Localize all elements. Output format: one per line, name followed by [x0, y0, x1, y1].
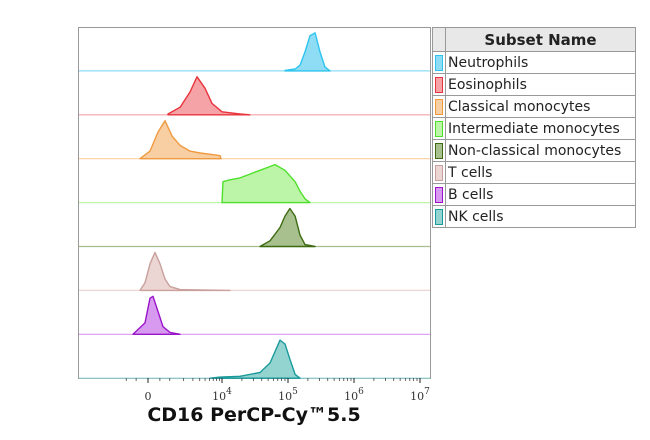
legend-swatch — [435, 208, 443, 225]
legend-table: Subset Name Neutrophils Eosinophils Classi… — [432, 27, 636, 228]
legend-swatch-cell — [432, 139, 446, 162]
x-tick-label: 106 — [344, 387, 364, 403]
legend-label: Classical monocytes — [445, 95, 636, 118]
histogram-curve — [132, 295, 181, 335]
legend-label: Intermediate monocytes — [445, 117, 636, 140]
x-tick-label: 104 — [212, 387, 232, 403]
series-classical-monocytes — [79, 120, 430, 160]
legend-label: Non-classical monocytes — [445, 139, 636, 162]
legend-swatch-cell — [432, 51, 446, 74]
series-eosinophils — [79, 76, 430, 116]
legend-swatch — [435, 120, 443, 137]
histogram-curve — [139, 120, 222, 160]
legend-swatch-cell — [432, 205, 446, 228]
legend-label: Neutrophils — [445, 51, 636, 74]
legend-swatch — [435, 98, 443, 115]
x-axis-label: CD16 PerCP-Cy™5.5 — [147, 404, 361, 426]
legend-header-spacer — [432, 27, 446, 52]
series-neutrophils — [79, 32, 430, 72]
x-tick-label: 107 — [410, 387, 430, 403]
histogram-curve — [221, 163, 311, 204]
legend-row: Neutrophils — [432, 51, 636, 74]
series-nk-cells — [79, 339, 430, 379]
histogram-curve — [284, 32, 331, 72]
series-b-cells — [79, 295, 430, 335]
x-tick-label: 105 — [278, 387, 298, 403]
legend-title: Subset Name — [445, 27, 636, 52]
x-tick-label: 0 — [145, 390, 152, 403]
series-intermediate-monocytes — [79, 163, 430, 204]
legend-swatch — [435, 54, 443, 71]
legend-row: Classical monocytes — [432, 95, 636, 118]
legend-row: NK cells — [432, 205, 636, 228]
legend-swatch — [435, 186, 443, 203]
legend-swatch — [435, 142, 443, 159]
legend-label: Eosinophils — [445, 73, 636, 96]
legend-label: B cells — [445, 183, 636, 206]
legend-row: Eosinophils — [432, 73, 636, 96]
legend-row: T cells — [432, 161, 636, 184]
legend-row: Intermediate monocytes — [432, 117, 636, 140]
legend-swatch-cell — [432, 183, 446, 206]
histogram-curve — [259, 207, 316, 248]
legend-label: T cells — [445, 161, 636, 184]
histogram-curve — [167, 76, 251, 116]
histogram-curve — [139, 251, 231, 292]
legend-swatch-cell — [432, 161, 446, 184]
series-non-classical-monocytes — [79, 207, 430, 248]
legend-swatch-cell — [432, 73, 446, 96]
legend-swatch-cell — [432, 117, 446, 140]
series-t-cells — [79, 251, 430, 292]
legend-swatch — [435, 164, 443, 181]
histogram-curve — [209, 339, 301, 379]
legend-row: B cells — [432, 183, 636, 206]
legend-swatch — [435, 76, 443, 93]
legend-label: NK cells — [445, 205, 636, 228]
legend-row: Non-classical monocytes — [432, 139, 636, 162]
legend-swatch-cell — [432, 95, 446, 118]
